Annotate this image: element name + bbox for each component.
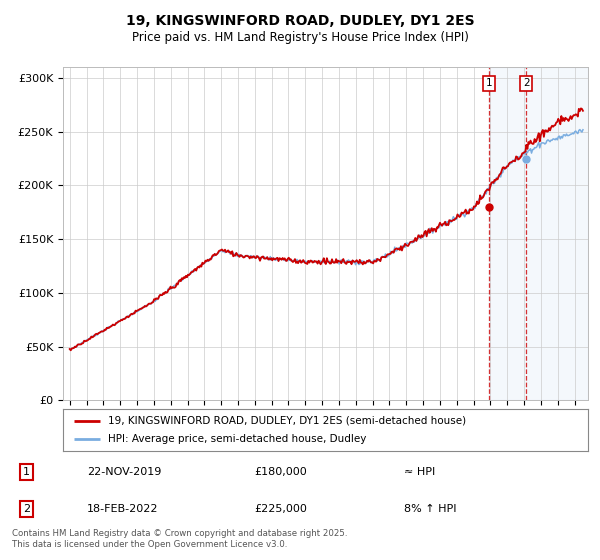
Text: 8% ↑ HPI: 8% ↑ HPI [404,504,456,514]
Bar [489,67,588,400]
Text: ≈ HPI: ≈ HPI [404,467,435,477]
Text: 2: 2 [523,78,529,88]
Text: £180,000: £180,000 [254,467,307,477]
Text: 19, KINGSWINFORD ROAD, DUDLEY, DY1 2ES (semi-detached house): 19, KINGSWINFORD ROAD, DUDLEY, DY1 2ES (… [107,416,466,426]
Text: 18-FEB-2022: 18-FEB-2022 [87,504,158,514]
Text: 1: 1 [485,78,492,88]
Text: 2: 2 [23,504,30,514]
Text: Price paid vs. HM Land Registry's House Price Index (HPI): Price paid vs. HM Land Registry's House … [131,31,469,44]
Text: £225,000: £225,000 [254,504,307,514]
Text: 19, KINGSWINFORD ROAD, DUDLEY, DY1 2ES: 19, KINGSWINFORD ROAD, DUDLEY, DY1 2ES [125,14,475,28]
Text: 22-NOV-2019: 22-NOV-2019 [87,467,161,477]
Text: 1: 1 [23,467,30,477]
Text: Contains HM Land Registry data © Crown copyright and database right 2025.
This d: Contains HM Land Registry data © Crown c… [12,529,347,549]
Text: HPI: Average price, semi-detached house, Dudley: HPI: Average price, semi-detached house,… [107,434,366,444]
